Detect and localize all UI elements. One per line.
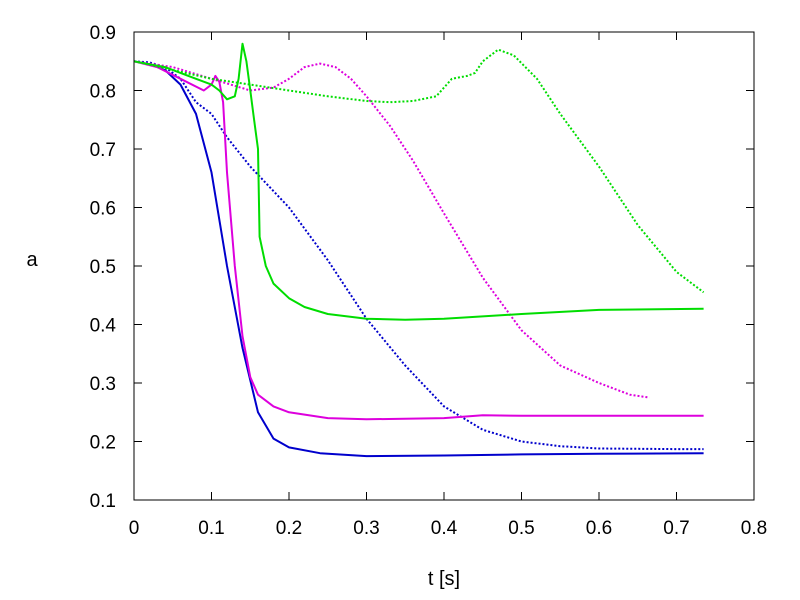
y-tick-label: 0.6 [90,199,116,220]
y-tick-label: 0.8 [90,82,116,103]
y-axis-label: a [26,249,38,271]
x-tick-label: 0.1 [198,518,224,539]
series-line-1-solid [133,60,704,458]
x-tick-label: 0.8 [741,518,767,539]
series-line-6-dotted [133,48,705,294]
series-line-3-solid [133,60,704,421]
series-line-4-dotted [133,60,650,399]
x-tick-label: 0.3 [353,518,379,539]
y-tick-label: 0.1 [90,491,116,512]
y-tick-label: 0.7 [90,140,116,161]
y-tick-label: 0.4 [90,316,117,337]
y-tick-label: 0.5 [90,257,116,278]
series-line-2-dotted [133,60,704,451]
x-tick-label: 0.5 [508,518,534,539]
y-tick-label: 0.2 [90,433,116,454]
x-tick-label: 0 [129,518,140,539]
x-tick-label: 0.6 [586,518,612,539]
x-tick-label: 0.4 [431,518,458,539]
x-axis-label: t [s] [428,568,460,590]
y-tick-label: 0.3 [90,374,116,395]
series-line-5-solid [133,42,704,321]
x-tick-label: 0.2 [276,518,302,539]
series-layer [133,42,705,458]
y-tick-label: 0.9 [90,23,116,44]
ticks-layer: 0 0.1 0.2 0.3 0.4 0.5 0.6 0.7 0.8 0.1 0.2 0.3 0.4 0.5… [90,23,768,539]
x-tick-label: 0.7 [663,518,689,539]
